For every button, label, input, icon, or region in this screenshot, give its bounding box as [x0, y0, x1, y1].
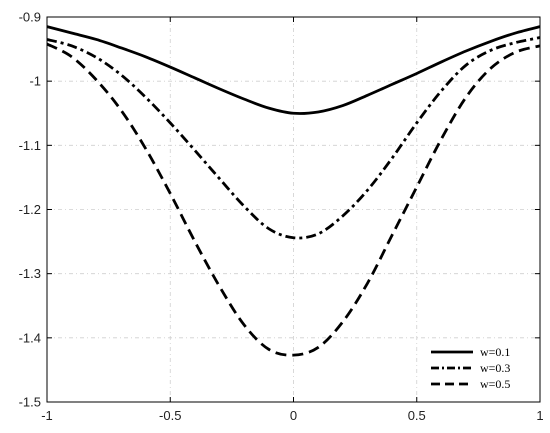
y-tick-label: -1.2: [19, 202, 41, 217]
series-line-dashed: [46, 42, 541, 357]
legend: w=0.1 w=0.3 w=0.5: [423, 340, 536, 396]
legend-box: [423, 340, 536, 396]
x-tick-label: 0.5: [408, 408, 426, 423]
x-tick-label: 0: [290, 408, 297, 423]
tick-marks: [46, 16, 541, 403]
y-tick-label: -1.1: [19, 138, 41, 153]
legend-label: w=0.5: [480, 377, 510, 391]
series-line-dashdot: [46, 36, 541, 240]
legend-label: w=0.3: [480, 361, 510, 375]
series-line-solid: [46, 25, 541, 115]
series-group: [46, 25, 541, 357]
y-tick-label: -1.4: [19, 330, 41, 345]
y-tick-label: -1: [29, 74, 41, 89]
y-tick-label: -1.3: [19, 266, 41, 281]
legend-label: w=0.1: [480, 345, 510, 359]
x-tick-label: -0.5: [159, 408, 181, 423]
y-tick-label: -0.9: [19, 10, 41, 25]
x-tick-label: -1: [41, 408, 53, 423]
y-tick-label: -1.5: [19, 395, 41, 410]
tick-labels: -1 -0.5 0 0.5 1 -0.9 -1 -1.1 -1.2 -1.3 -1.4 -1.5: [19, 10, 544, 424]
x-tick-label: 1: [536, 408, 543, 423]
